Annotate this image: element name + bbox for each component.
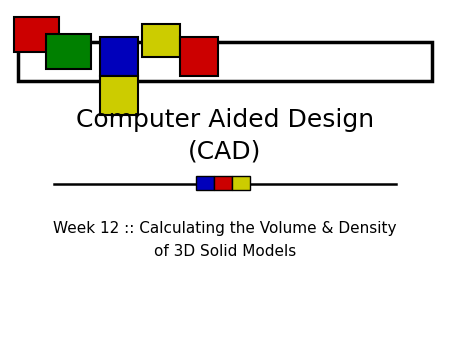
Bar xyxy=(100,37,138,76)
Bar xyxy=(18,42,432,81)
Bar xyxy=(100,76,138,115)
Bar xyxy=(196,176,214,190)
Bar xyxy=(180,37,218,76)
Text: Computer Aided Design
(CAD): Computer Aided Design (CAD) xyxy=(76,108,374,164)
Bar xyxy=(46,34,91,69)
Bar xyxy=(142,24,180,57)
Bar xyxy=(232,176,250,190)
Text: Week 12 :: Calculating the Volume & Density
of 3D Solid Models: Week 12 :: Calculating the Volume & Dens… xyxy=(53,221,397,259)
Bar xyxy=(14,17,58,52)
Bar xyxy=(214,176,232,190)
